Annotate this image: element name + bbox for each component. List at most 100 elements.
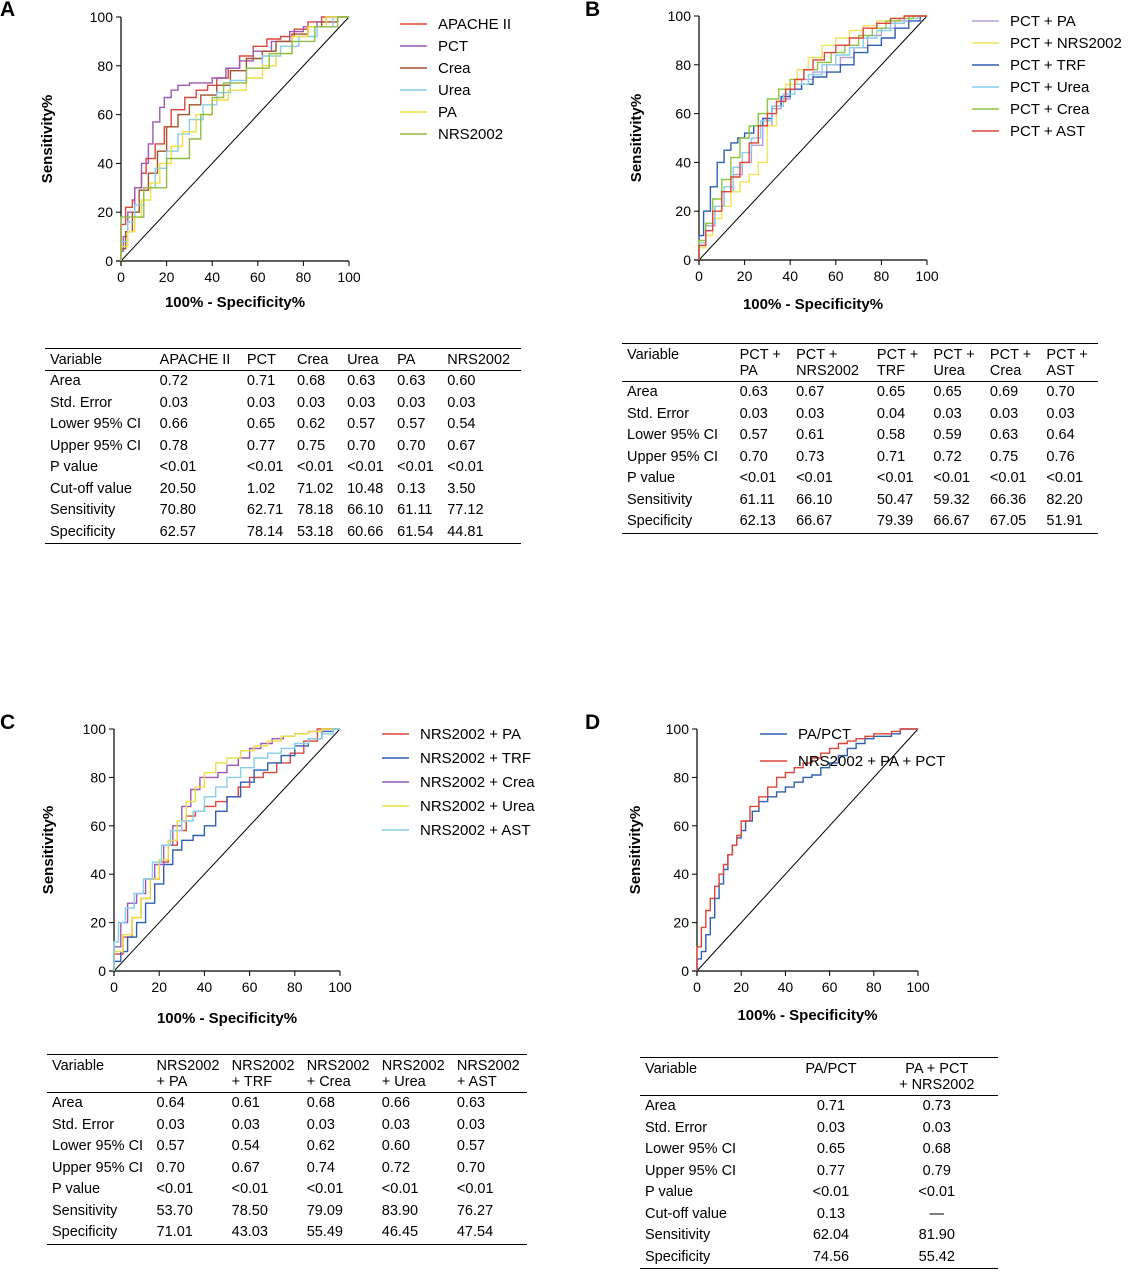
table-cell: 0.70: [347, 437, 376, 454]
table-cell: 66.36: [989, 491, 1027, 508]
table-cell: <0.01: [447, 459, 484, 475]
y-axis-title: Sensitivity%: [628, 94, 645, 182]
table-cell: 0.65: [246, 416, 276, 432]
x-tick-label: 40: [778, 979, 794, 995]
table-cell: 0.67: [447, 437, 476, 454]
x-tick-label: 20: [151, 979, 167, 995]
column-header: PCT: [241, 348, 292, 371]
table-cell: 0.03: [739, 405, 768, 422]
reference-diagonal: [696, 728, 919, 972]
y-tick-label: 0: [681, 963, 689, 979]
stats-table-b: Variable PCT + PA PCT + NRS2002 PCT + TRF PCT +…: [622, 343, 1098, 534]
x-tick-label: 40: [197, 979, 213, 995]
roc-curve-nrs2002-ast: [113, 728, 340, 971]
table-cell: 0.57: [397, 416, 426, 432]
table-cell: 0.13: [397, 480, 426, 497]
table-cell: 55.49: [306, 1224, 343, 1240]
x-tick-label: 40: [204, 269, 220, 285]
stats-table-c: Variable NRS2002 + PA NRS2002 + TRF NRS2002 + …: [47, 1054, 527, 1245]
table-cell: Std. Error: [52, 1116, 115, 1133]
table-row: P value <0.01 <0.01 <0.01 <0.01 <0.01 <0.01: [622, 468, 1098, 490]
legend-label: NRS2002: [438, 126, 503, 143]
legend-label: NRS2002 + PA + PCT: [798, 753, 945, 770]
x-tick-label: 80: [866, 979, 882, 995]
table-cell: Lower 95% CI: [627, 427, 719, 443]
table-row: Specificity 74.56 55.42: [640, 1247, 998, 1269]
table-cell: 0.57: [156, 1138, 185, 1154]
table-row: Specificity 62.13 66.67 79.39 66.67 67.05 51.9…: [622, 511, 1098, 533]
legend-label: NRS2002 + Crea: [420, 774, 535, 791]
legend-label: Crea: [438, 60, 471, 77]
table-row: Upper 95% CI 0.70 0.67 0.74 0.72 0.70: [47, 1158, 527, 1180]
table-cell: <0.01: [1046, 470, 1084, 486]
column-header: NRS2002 + AST: [451, 1054, 527, 1093]
table-cell: 53.18: [297, 523, 334, 540]
table-cell: 53.70: [156, 1202, 193, 1219]
legend-label: PA: [438, 104, 457, 121]
legend-label: PCT + PA: [1010, 13, 1076, 30]
table-cell: 0.65: [816, 1141, 846, 1157]
roc-plot-d: 0 20 40 60 80 100 0 20 40 60 80 100 100% - Specifici…: [627, 721, 945, 1024]
y-tick-label: 0: [98, 963, 106, 979]
table-cell: Upper 95% CI: [50, 437, 142, 454]
y-tick-label: 60: [673, 818, 689, 834]
x-tick-label: 100: [328, 979, 352, 995]
table-cell: 82.20: [1046, 491, 1083, 508]
table-cell: 66.67: [796, 513, 833, 529]
table-row: Sensitivity 62.04 81.90: [640, 1225, 998, 1247]
table-cell: Sensitivity: [645, 1227, 711, 1243]
table-cell: 66.10: [796, 491, 833, 508]
table-cell: 0.77: [246, 437, 276, 454]
y-tick-label: 40: [97, 155, 113, 171]
table-cell: 3.50: [447, 480, 476, 497]
table-cell: 66.10: [347, 502, 384, 518]
table-cell: 61.54: [397, 523, 434, 540]
table-row: Lower 95% CI 0.66 0.65 0.62 0.57 0.57 0.54: [45, 414, 521, 436]
roc-curve-pct: [120, 16, 349, 261]
table-cell: 0.77: [816, 1162, 846, 1179]
table-cell: 0.75: [989, 448, 1019, 465]
table-cell: <0.01: [876, 470, 914, 486]
y-tick-label: 20: [675, 203, 691, 219]
panel-letter-c: C: [0, 711, 16, 734]
table-cell: 62.13: [739, 513, 776, 529]
column-header: NRS2002 + Crea: [301, 1054, 377, 1093]
table-cell: <0.01: [159, 459, 197, 475]
column-header: NRS2002: [442, 348, 521, 371]
table-cell: Area: [627, 384, 658, 400]
table-cell: 0.13: [816, 1205, 846, 1222]
reference-diagonal: [113, 728, 341, 972]
table-cell: 50.47: [876, 491, 914, 508]
table-cell: 78.18: [297, 502, 334, 518]
table-cell: <0.01: [231, 1181, 269, 1197]
x-tick-label: 0: [117, 269, 125, 285]
table-row: P value <0.01 <0.01 <0.01 <0.01 <0.01: [47, 1179, 527, 1201]
table-cell: 62.04: [812, 1227, 850, 1243]
table-cell: 0.03: [816, 1119, 846, 1136]
table-cell: 0.63: [989, 427, 1019, 443]
table-cell: 59.32: [933, 491, 970, 508]
x-tick-label: 20: [737, 268, 753, 284]
table-cell: Cut-off value: [50, 480, 132, 497]
table-row: Upper 95% CI 0.78 0.77 0.75 0.70 0.70 0.67: [45, 436, 521, 458]
table-cell: 0.71: [816, 1098, 846, 1114]
table-cell: 76.27: [456, 1202, 494, 1219]
table-cell: 0.57: [739, 427, 768, 443]
y-tick-label: 60: [675, 106, 691, 122]
table-cell: 0.61: [796, 427, 825, 443]
table-cell: P value: [50, 459, 99, 475]
table-header-row: Variable NRS2002 + PA NRS2002 + TRF NRS2002 + …: [47, 1054, 527, 1093]
table-cell: 0.76: [1046, 448, 1075, 465]
legend-label: PCT + Crea: [1010, 101, 1090, 118]
roc-curve-pct-trf: [698, 15, 927, 260]
x-axis-title: 100% - Specificity%: [157, 1010, 297, 1027]
table-cell: <0.01: [397, 459, 434, 475]
table-cell: 43.03: [231, 1224, 268, 1240]
table-cell: P value: [52, 1181, 101, 1197]
table-row: Std. Error 0.03 0.03 0.03 0.03 0.03: [47, 1115, 527, 1137]
table-cell: 74.56: [812, 1248, 850, 1265]
table-cell: <0.01: [381, 1181, 419, 1197]
table-cell: 0.70: [397, 437, 426, 454]
table-cell: Upper 95% CI: [645, 1162, 737, 1179]
legend-label: PCT: [438, 38, 468, 55]
